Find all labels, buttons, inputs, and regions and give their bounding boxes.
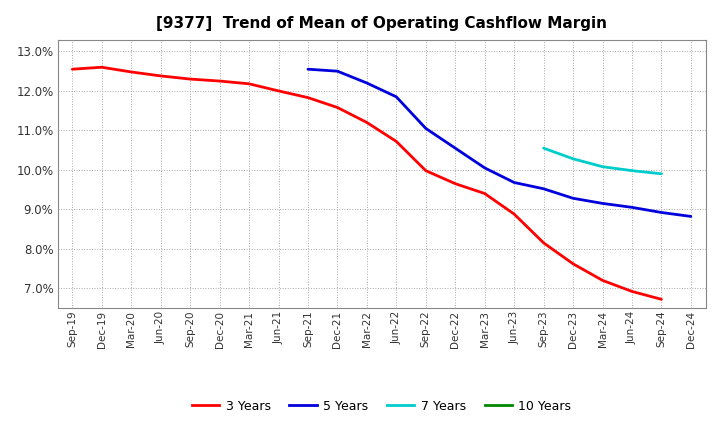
Legend: 3 Years, 5 Years, 7 Years, 10 Years: 3 Years, 5 Years, 7 Years, 10 Years bbox=[187, 395, 576, 418]
Title: [9377]  Trend of Mean of Operating Cashflow Margin: [9377] Trend of Mean of Operating Cashfl… bbox=[156, 16, 607, 32]
